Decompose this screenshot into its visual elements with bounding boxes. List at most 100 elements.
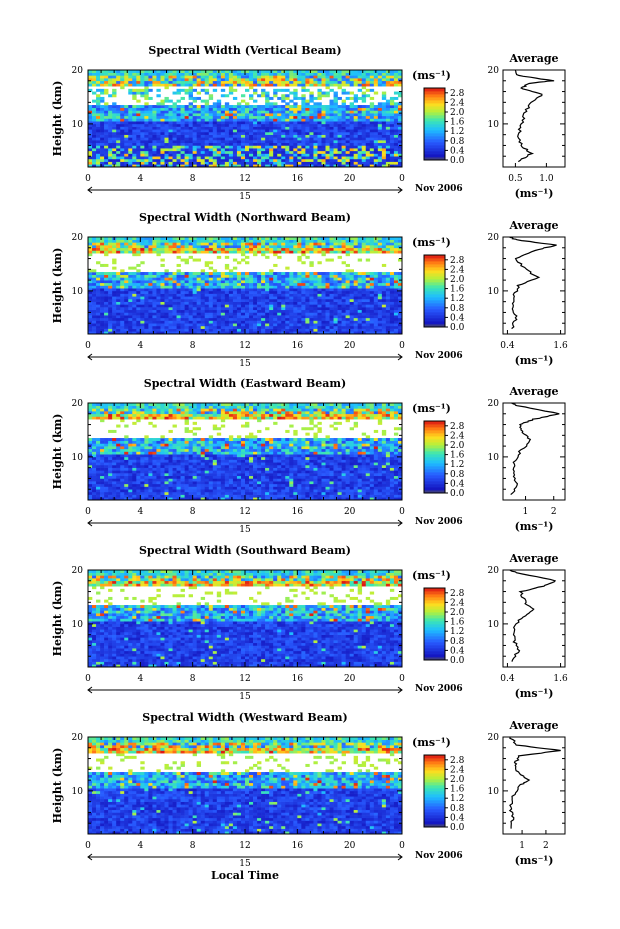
heatmap-cell [369,282,375,286]
heatmap-cell [341,250,346,254]
heatmap-cell [208,78,214,82]
heatmap-cell [108,331,113,335]
heatmap-cell [132,164,137,168]
heatmap-cell [116,110,121,114]
heatmap-cell [261,148,266,152]
heatmap-cell [297,323,302,327]
heatmap-cell [381,148,387,152]
heatmap-cell [377,312,383,316]
heatmap-cell [361,285,367,289]
heatmap-cell [305,134,310,138]
heatmap-cell [281,115,286,119]
heatmap-cell [132,118,137,122]
heatmap-cell [188,94,193,98]
heatmap-cell [293,80,298,84]
heatmap-cell [196,309,202,313]
heatmap-cell [224,158,230,162]
heatmap-cell [172,280,177,284]
heatmap-cell [172,315,177,319]
heatmap-cell [373,105,379,109]
heatmap-cell [265,80,270,84]
heatmap-cell [104,237,109,240]
heatmap-cell [224,142,230,146]
heatmap-cell [148,239,153,243]
heatmap-cell [301,113,306,117]
heatmap-cell [88,142,93,146]
heatmap-cell [152,280,157,284]
heatmap-cell [224,78,230,82]
heatmap-cell [224,293,230,297]
heatmap-cell [104,250,109,254]
heatmap-cell [128,288,133,292]
heatmap-cell [132,70,137,73]
heatmap-cell [301,245,306,249]
heatmap-cell [365,242,371,246]
heatmap-cell [172,142,177,146]
heatmap-cell [176,126,181,130]
heatmap-cell [305,250,310,254]
heatmap-cell [148,150,153,154]
heatmap-cell [180,317,185,321]
heatmap-cell [281,99,286,103]
heatmap-cell [204,80,210,84]
heatmap-cell [321,280,326,284]
heatmap-cell [104,331,109,335]
heatmap-cell [385,293,391,297]
heatmap-cell [220,301,226,305]
heatmap-cell [309,250,314,254]
heatmap-cell [200,242,206,246]
heatmap-cell [92,325,97,329]
heatmap-cell [333,126,338,130]
heatmap-cell [116,245,121,249]
heatmap-cell [104,280,109,284]
heatmap-cell [277,245,282,249]
heatmap-cell [128,164,133,168]
heatmap-cell [240,285,246,289]
heatmap-cell [317,137,322,141]
heatmap-cell [152,317,157,321]
heatmap-cell [313,131,318,135]
heatmap-cell [156,126,161,130]
heatmap-cell [164,312,169,316]
heatmap-cell [212,150,218,154]
heatmap-cell [116,331,121,335]
heatmap-cell [132,307,137,311]
heatmap-cell [265,320,270,324]
heatmap-cell [192,126,197,130]
heatmap-cell [397,115,403,119]
heatmap-cell [377,126,383,130]
heatmap-cell [168,75,173,79]
heatmap-cell [220,315,226,319]
heatmap-cell [216,140,222,144]
heatmap-cell [389,164,395,168]
heatmap-cell [88,88,93,92]
heatmap-cell [245,88,250,92]
heatmap-cell [232,126,238,130]
colorbar-segment [424,148,445,152]
heatmap-cell [281,118,286,122]
heatmap-cell [168,156,173,160]
heatmap-cell [140,83,145,87]
heatmap-cell [232,272,238,276]
heatmap-cell [144,323,149,327]
heatmap-cell [112,312,117,316]
heatmap-cell [236,307,242,311]
heatmap-cell [156,242,161,246]
heatmap-cell [176,145,181,149]
heatmap-cell [373,293,379,297]
heatmap-cell [369,137,375,141]
heatmap-cell [301,88,306,92]
heatmap-cell [88,301,93,305]
heatmap-cell [389,96,395,100]
heatmap-cell [297,315,302,319]
heatmap-cell [164,298,169,302]
heatmap-cell [88,285,93,289]
heatmap-cell [164,317,169,321]
heatmap-cell [144,277,149,281]
heatmap-cell [245,331,250,335]
heatmap-cell [333,142,338,146]
heatmap-cell [281,140,286,144]
heatmap-cell [136,320,141,324]
heatmap-cell [192,107,197,111]
heatmap-cell [108,280,113,284]
